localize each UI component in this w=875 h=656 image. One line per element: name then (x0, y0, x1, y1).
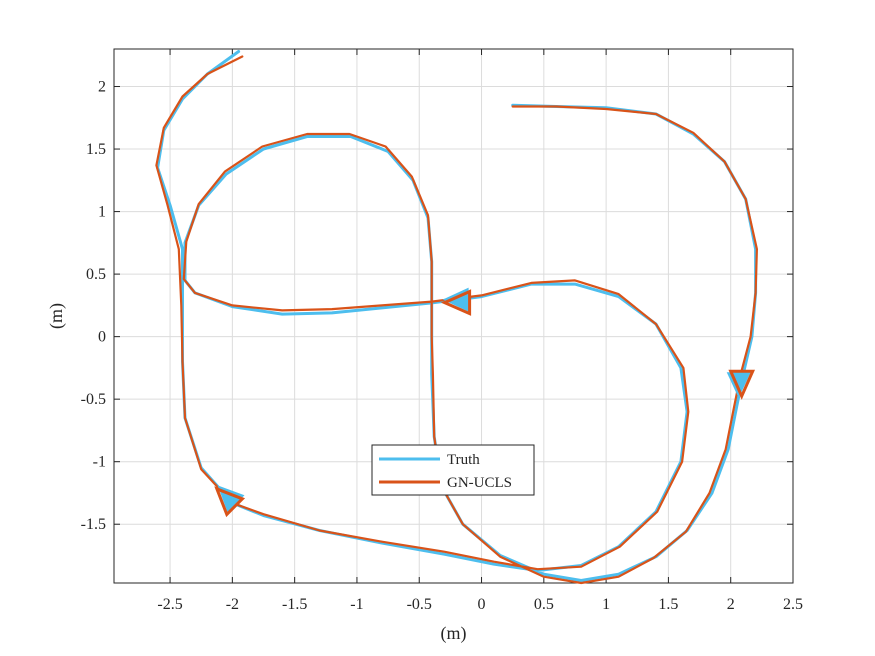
legend-label-truth: Truth (447, 452, 480, 468)
x-axis: -2.5 -2 -1.5 -1 -0.5 0 0.5 1 1.5 2 2.5 (157, 49, 803, 613)
x-tick-label: 2 (727, 596, 735, 613)
estimate-arrow-head (214, 486, 246, 518)
y-tick-label: 0 (98, 329, 106, 346)
x-tick-label: 0 (478, 596, 486, 613)
y-tick-label: 2 (98, 79, 106, 96)
x-tick-label: -1.5 (282, 596, 307, 613)
x-tick-label: -2.5 (157, 596, 182, 613)
legend: Truth GN-UCLS (371, 444, 535, 496)
y-axis: -1.5 -1 -0.5 0 0.5 1 1.5 2 (81, 79, 793, 533)
x-tick-label: 1.5 (658, 596, 678, 613)
x-tick-label: 0.5 (534, 596, 554, 613)
arrow-annotations (214, 287, 755, 518)
plot-area (114, 49, 793, 583)
legend-box (371, 444, 535, 496)
y-tick-label: -1 (93, 454, 106, 471)
direction-arrow (214, 485, 246, 518)
x-tick-label: -0.5 (407, 596, 432, 613)
y-tick-label: 0.5 (86, 266, 106, 283)
direction-arrow (440, 287, 472, 316)
y-tick-label: 1 (98, 204, 106, 221)
direction-arrow (726, 369, 755, 400)
y-tick-label: -0.5 (81, 391, 106, 408)
y-tick-label: -1.5 (81, 516, 106, 533)
plot-frame (113, 48, 794, 584)
x-tick-label: -2 (226, 596, 239, 613)
series-line-gn-ucls (155, 55, 758, 585)
estimate-arrow-head (440, 289, 472, 316)
x-tick-label: -1 (350, 596, 363, 613)
legend-label-gn-ucls: GN-UCLS (447, 475, 512, 491)
series-layer (155, 50, 758, 585)
y-axis-label: (m) (46, 303, 67, 329)
x-tick-label: 1 (602, 596, 610, 613)
y-tick-label: 1.5 (86, 141, 106, 158)
estimate-arrow-head (728, 369, 755, 400)
x-tick-label: 2.5 (783, 596, 803, 613)
x-axis-label: (m) (441, 623, 467, 644)
